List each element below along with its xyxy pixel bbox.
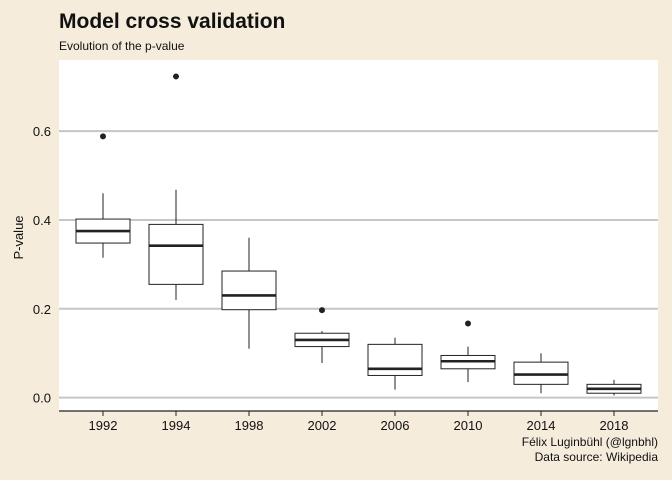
x-tick-label: 2006: [381, 418, 410, 433]
chart-subtitle: Evolution of the p-value: [59, 39, 185, 53]
x-tick-label: 1992: [89, 418, 118, 433]
y-tick-label: 0.0: [33, 391, 51, 406]
chart-caption: Félix Luginbühl (@lgnbhl) Data source: W…: [522, 435, 658, 465]
x-tick-label: 2018: [600, 418, 629, 433]
y-tick-label: 0.6: [33, 124, 51, 139]
caption-author: Félix Luginbühl (@lgnbhl): [521, 435, 658, 449]
outlier-point: [465, 320, 471, 327]
box-2014: [513, 361, 569, 385]
x-tick-label: 2010: [454, 418, 483, 433]
outlier-point: [100, 133, 106, 140]
x-tick-label: 1998: [235, 418, 264, 433]
y-tick-label: 0.4: [33, 213, 51, 228]
y-axis-title: P-value: [11, 215, 26, 259]
x-tick-label: 2014: [527, 418, 556, 433]
chart-title: Model cross validation: [59, 10, 286, 33]
y-tick-label: 0.2: [33, 302, 51, 317]
caption-source: Data source: Wikipedia: [534, 450, 658, 464]
outlier-point: [319, 307, 325, 314]
box-1998: [221, 270, 277, 311]
outlier-point: [173, 73, 179, 80]
x-tick-label: 1994: [162, 418, 191, 433]
box-2006: [367, 343, 423, 376]
box-1994: [148, 223, 204, 285]
x-tick-label: 2002: [308, 418, 337, 433]
